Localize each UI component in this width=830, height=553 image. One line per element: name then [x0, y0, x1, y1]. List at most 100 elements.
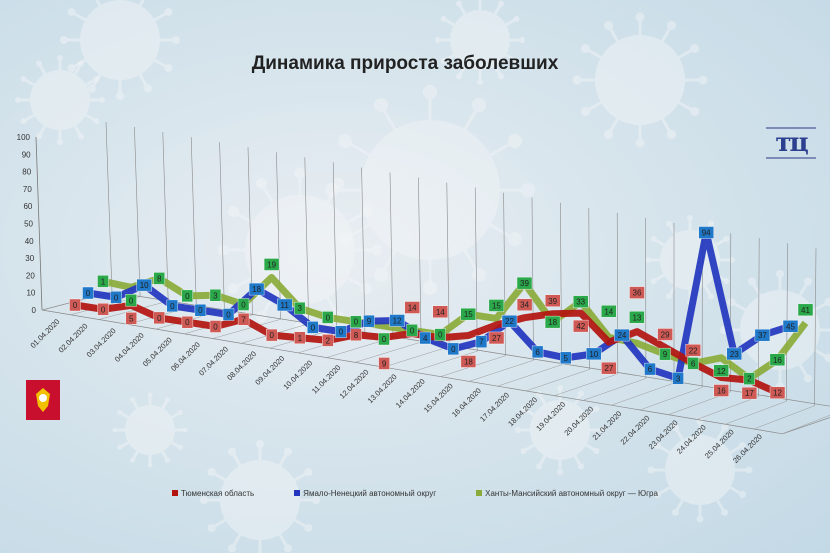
virus-spike-tip: [515, 427, 521, 433]
data-label-text: 0: [170, 302, 175, 311]
virus-spike-tip: [88, 84, 96, 93]
virus-body: [30, 70, 90, 130]
data-label-text: 27: [492, 334, 501, 343]
virus-spike: [347, 223, 371, 239]
x-tick-label: 24.04.2020: [675, 423, 708, 456]
data-label: 39: [516, 276, 533, 290]
virus-spike-tip: [738, 491, 746, 498]
data-label-text: 0: [226, 311, 231, 320]
vertical-gridline: [814, 248, 817, 406]
virus-spike-tip: [593, 406, 600, 412]
virus-spike-tip: [498, 73, 504, 80]
data-label: 3: [294, 301, 306, 315]
x-tick-label: 20.04.2020: [562, 404, 595, 437]
data-label: 0: [350, 315, 362, 328]
data-label-box: [560, 351, 572, 365]
data-label-text: 0: [198, 306, 203, 315]
virus-spike: [381, 107, 397, 131]
data-label-box: [322, 311, 334, 324]
data-label-text: 8: [354, 331, 359, 340]
data-label: 8: [153, 272, 165, 285]
virus-spike-tip: [804, 277, 812, 286]
virus-spike-tip: [578, 390, 584, 397]
data-label-text: 0: [241, 301, 246, 310]
virus-spike-tip: [776, 270, 784, 278]
data-label: 36: [629, 286, 645, 299]
vertical-gridline: [560, 202, 562, 365]
virus-spike-tip: [690, 44, 700, 53]
virus-spike-tip: [423, 85, 437, 99]
x-tick-label: 04.04.2020: [113, 331, 146, 364]
data-label: 15: [488, 299, 505, 312]
virus-spike: [729, 445, 742, 454]
data-label: 12: [769, 386, 786, 399]
virus-spike-tip: [645, 257, 651, 263]
data-label: 9: [659, 347, 671, 361]
virus-spike: [73, 125, 82, 136]
data-label-box: [404, 301, 420, 314]
virus-spike: [24, 113, 35, 122]
x-tick-label: 14.04.2020: [394, 377, 427, 410]
virus-spike-tip: [557, 385, 563, 391]
virus-spike: [91, 73, 102, 88]
virus-spike: [85, 78, 96, 87]
data-label: 45: [782, 320, 799, 333]
data-label-text: 3: [213, 291, 218, 300]
data-label: 3: [209, 289, 222, 302]
data-label-box: [698, 226, 714, 239]
virus-spike: [798, 363, 809, 378]
data-label-text: 22: [505, 317, 514, 326]
data-label-text: 34: [520, 301, 529, 310]
floor-gridline: [754, 405, 815, 429]
data-label-box: [544, 315, 561, 329]
data-label: 18: [544, 315, 561, 329]
floor-gridline: [497, 364, 562, 387]
data-label: 0: [181, 289, 194, 303]
data-label-text: 14: [436, 308, 445, 317]
virus-body: [450, 10, 510, 70]
virus-spike: [538, 394, 547, 405]
virus-spike: [732, 301, 747, 312]
data-label-text: 0: [185, 318, 190, 327]
y-tick-label: 80: [22, 168, 31, 177]
virus-spike-tip: [667, 130, 676, 140]
data-label-box: [460, 307, 476, 321]
data-label-box: [69, 298, 81, 312]
virus-spike-tip: [256, 440, 264, 448]
virus-spike: [489, 141, 513, 157]
data-label: 12: [389, 314, 405, 327]
data-label-box: [266, 328, 278, 342]
virus-spike-tip: [130, 457, 135, 463]
data-label: 0: [125, 294, 137, 307]
virus-spike: [234, 211, 254, 224]
virus-spike-tip: [371, 244, 383, 256]
virus-spike: [261, 184, 274, 204]
data-label-text: 42: [576, 322, 585, 331]
data-label-text: 15: [492, 301, 501, 310]
data-label: 6: [644, 362, 656, 376]
data-label-text: 3: [676, 374, 681, 383]
data-label-text: 0: [129, 296, 134, 305]
virus-spike-tip: [60, 36, 68, 44]
vertical-gridline: [361, 167, 366, 333]
data-label-text: 11: [281, 301, 290, 310]
x-tick-label: 05.04.2020: [141, 335, 174, 368]
virus-spike-tip: [304, 524, 313, 532]
data-label-box: [713, 384, 729, 397]
virus-spike-tip: [284, 447, 292, 456]
virus-spike: [608, 118, 619, 134]
virus-spike-tip: [477, 0, 483, 1]
virus-shape: [200, 440, 320, 553]
virus-spike-tip: [472, 98, 486, 113]
data-label-box: [797, 303, 814, 317]
virus-spike: [703, 285, 712, 296]
virus-spike: [493, 65, 502, 76]
virus-spike-tip: [672, 424, 679, 432]
virus-spike: [85, 113, 96, 122]
data-label-text: 5: [129, 314, 134, 323]
data-label-box: [307, 321, 319, 334]
data-label-box: [419, 331, 431, 345]
data-label-box: [166, 299, 179, 313]
data-label-box: [573, 295, 589, 308]
data-label-text: 0: [311, 323, 316, 332]
